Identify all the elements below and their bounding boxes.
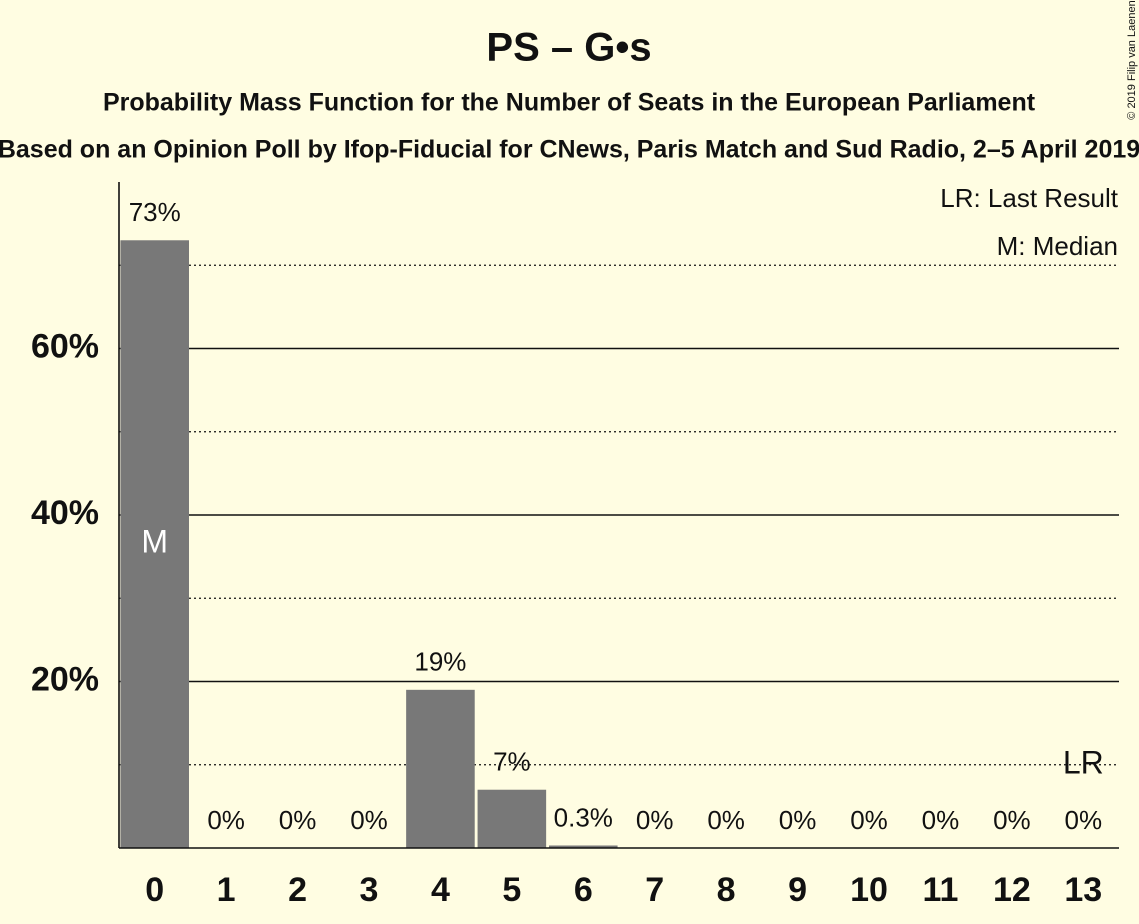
legend-entry: M: Median: [997, 231, 1118, 261]
x-tick-label: 9: [788, 871, 807, 909]
x-tick-label: 11: [922, 871, 958, 909]
x-tick-label: 3: [360, 871, 379, 909]
legend-entry: LR: Last Result: [940, 183, 1119, 213]
median-label: M: [141, 524, 168, 560]
x-tick-label: 2: [288, 871, 307, 909]
value-label: 73%: [129, 197, 181, 227]
x-tick-label: 6: [574, 871, 593, 909]
value-label: 0.3%: [554, 802, 613, 832]
x-tick-label: 0: [145, 871, 164, 909]
bar: [477, 789, 547, 848]
chart-title: PS – G•s: [486, 26, 651, 70]
x-tick-label: 5: [502, 871, 521, 909]
x-tick-label: 13: [1064, 871, 1102, 909]
value-label: 0%: [779, 805, 817, 835]
x-tick-label: 4: [431, 871, 450, 909]
value-label: 0%: [207, 805, 245, 835]
value-label: 0%: [279, 805, 317, 835]
x-tick-label: 12: [993, 871, 1031, 909]
value-label: 19%: [414, 647, 466, 677]
value-label: 0%: [993, 805, 1031, 835]
chart-subtitle: Based on an Opinion Poll by Ifop-Fiducia…: [0, 136, 1139, 164]
last-result-label: LR: [1063, 744, 1104, 780]
y-tick-label: 60%: [31, 327, 99, 365]
value-label: 0%: [1064, 805, 1102, 835]
x-tick-label: 7: [645, 871, 664, 909]
value-label: 0%: [350, 805, 388, 835]
value-label: 7%: [493, 747, 531, 777]
x-tick-label: 1: [217, 871, 236, 909]
chart-subtitle: Probability Mass Function for the Number…: [103, 89, 1036, 117]
bar: [549, 845, 618, 848]
bar: [120, 240, 189, 848]
value-label: 0%: [850, 805, 888, 835]
value-label: 0%: [922, 805, 960, 835]
y-tick-label: 20%: [31, 660, 99, 698]
bar: [406, 689, 475, 848]
value-label: 0%: [707, 805, 745, 835]
copyright: © 2019 Filip van Laenen: [1126, 0, 1138, 119]
y-tick-label: 40%: [31, 494, 99, 532]
value-label: 0%: [636, 805, 674, 835]
x-tick-label: 8: [717, 871, 736, 909]
x-tick-label: 10: [850, 871, 888, 909]
